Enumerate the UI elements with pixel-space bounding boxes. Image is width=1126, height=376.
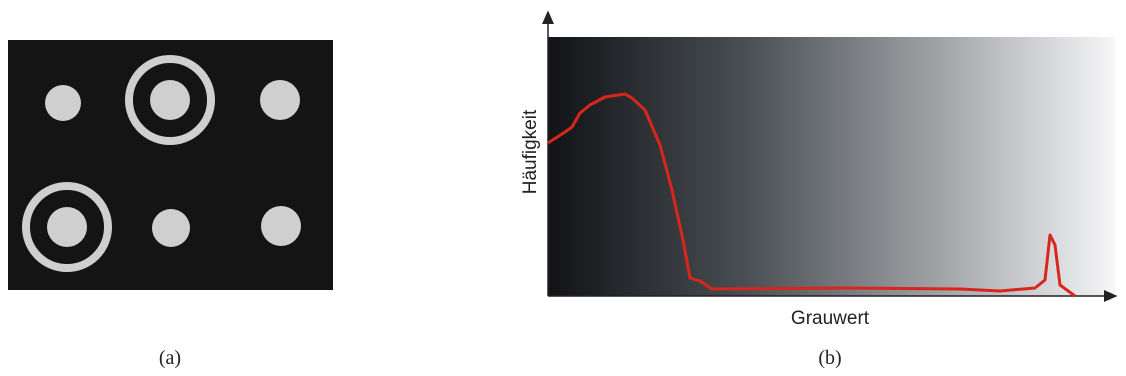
gray-gradient bbox=[548, 37, 1115, 296]
histogram-panel: Häufigkeit Grauwert (b) bbox=[520, 12, 1116, 369]
x-axis-label: Grauwert bbox=[791, 308, 870, 329]
caption: (a) bbox=[159, 347, 181, 369]
y-axis-label: Häufigkeit bbox=[520, 109, 541, 194]
figure: (a) Häufigkeit Grauwert (b) bbox=[0, 0, 1126, 376]
caption: (b) bbox=[818, 347, 841, 369]
dark-image bbox=[8, 40, 333, 290]
image-panel: (a) bbox=[8, 40, 333, 369]
